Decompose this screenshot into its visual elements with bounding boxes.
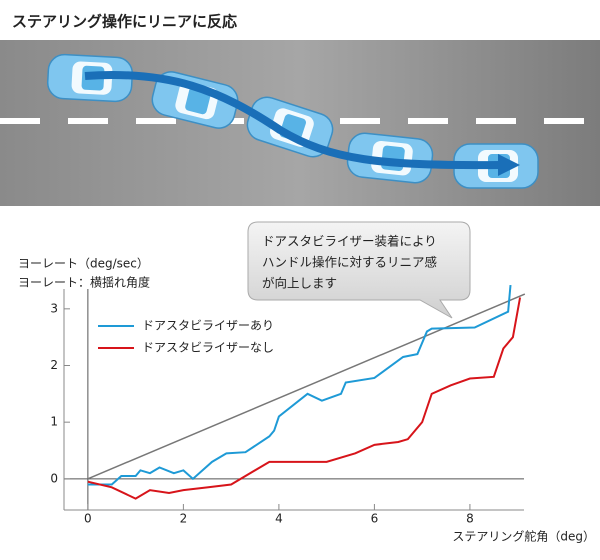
legend-label: ドアスタビライザーあり bbox=[142, 319, 274, 333]
callout-text: が向上します bbox=[262, 276, 337, 291]
reference-line bbox=[87, 293, 526, 480]
x-tick-label: 6 bbox=[371, 512, 379, 526]
series-line bbox=[87, 297, 522, 500]
y-tick-label: 0 bbox=[50, 471, 58, 485]
callout-text: ハンドル操作に対するリニア感 bbox=[262, 255, 437, 270]
chart-title: ステアリング操作にリニアに反応 bbox=[12, 13, 237, 31]
x-axis-title: ステアリング舵角（deg） bbox=[452, 529, 595, 544]
road-illustration bbox=[0, 40, 600, 206]
y-tick-label: 3 bbox=[50, 301, 58, 315]
y-axis-title: ヨーレート（deg/sec） bbox=[18, 257, 149, 271]
y-tick-label: 2 bbox=[50, 358, 58, 372]
y-tick-label: 1 bbox=[50, 415, 58, 429]
series-line bbox=[87, 284, 512, 486]
callout-text: ドアスタビライザー装着により bbox=[262, 234, 437, 249]
x-tick-label: 8 bbox=[466, 512, 474, 526]
y-axis-note: ヨーレート：横揺れ角度 bbox=[18, 275, 150, 290]
x-tick-label: 0 bbox=[84, 512, 92, 526]
legend-label: ドアスタビライザーなし bbox=[142, 341, 274, 355]
x-tick-label: 4 bbox=[275, 512, 283, 526]
x-tick-label: 2 bbox=[180, 512, 188, 526]
callout bbox=[247, 221, 471, 319]
